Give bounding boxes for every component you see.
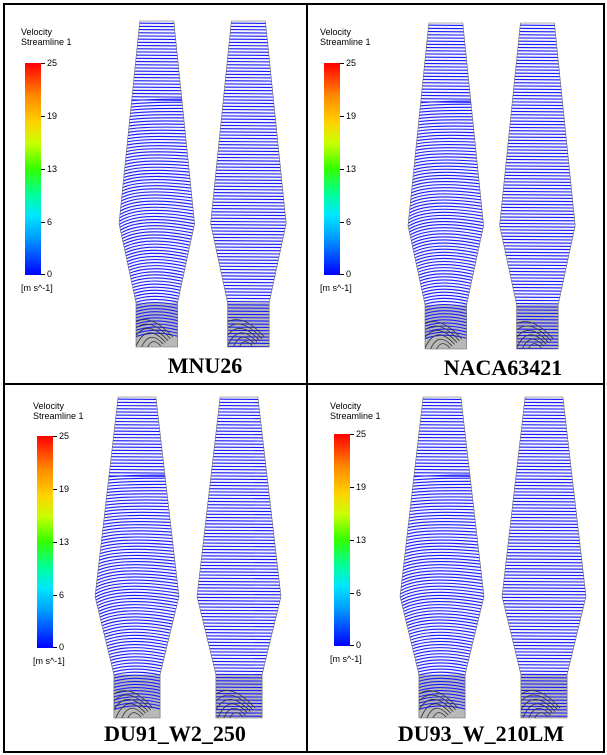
- tick-label-min: 0: [346, 269, 352, 279]
- blade-streamlines: [407, 22, 576, 350]
- velocity-legend: Velocity Streamline 1 25 19 13 6 0 [m s^…: [330, 401, 390, 681]
- tick-label: 13: [47, 164, 58, 174]
- tick-label-min: 0: [47, 269, 53, 279]
- colorbar: [334, 434, 350, 646]
- tick-label-max: 25: [346, 58, 357, 68]
- panel-du93-w-210lm: Velocity Streamline 1 25 19 13 6 0 [m s^…: [306, 383, 605, 753]
- tick-label: 19: [356, 482, 367, 492]
- blade-streamlines: [399, 396, 587, 719]
- velocity-legend: Velocity Streamline 1 25 19 13 6 0 [m s^…: [33, 401, 93, 681]
- colorbar: [25, 63, 41, 275]
- tick-label: 6: [47, 217, 53, 227]
- blade-streamlines: [94, 396, 282, 719]
- colorbar: [37, 436, 53, 648]
- colorbar: [324, 63, 340, 275]
- legend-title: Velocity: [21, 27, 53, 37]
- legend-subtitle: Streamline 1: [330, 411, 381, 421]
- tick-label-min: 0: [356, 640, 362, 650]
- legend-subtitle: Streamline 1: [21, 37, 72, 47]
- velocity-legend: Velocity Streamline 1 25 19 13 6 0 [m s^…: [320, 27, 380, 307]
- airfoil-caption: DU91_W2_250: [104, 721, 246, 746]
- legend-units: [m s^-1]: [21, 283, 53, 293]
- airfoil-caption: MNU26: [167, 353, 243, 378]
- tick-label: 6: [59, 590, 65, 600]
- velocity-legend: Velocity Streamline 1 25 19 13 6 0 [m s^…: [21, 27, 81, 307]
- legend-units: [m s^-1]: [330, 654, 362, 664]
- tick-label: 6: [356, 588, 362, 598]
- tick-label: 6: [346, 217, 352, 227]
- tick-label: 19: [47, 111, 58, 121]
- tick-label: 13: [59, 537, 70, 547]
- legend-subtitle: Streamline 1: [320, 37, 371, 47]
- tick-label: 13: [346, 164, 357, 174]
- tick-label-max: 25: [356, 429, 367, 439]
- legend-title: Velocity: [320, 27, 352, 37]
- airfoil-caption: NACA63421: [443, 355, 563, 380]
- panel-mnu26: Velocity Streamline 1 25 19 13 6 0 [m s^…: [3, 3, 308, 385]
- airfoil-caption: DU93_W_210LM: [397, 721, 565, 746]
- legend-units: [m s^-1]: [33, 656, 65, 666]
- legend-units: [m s^-1]: [320, 283, 352, 293]
- tick-label-min: 0: [59, 642, 65, 652]
- blade-streamlines: [118, 20, 287, 348]
- legend-subtitle: Streamline 1: [33, 411, 84, 421]
- tick-label: 19: [346, 111, 357, 121]
- panel-du91-w2-250: Velocity Streamline 1 25 19 13 6 0 [m s^…: [3, 383, 308, 753]
- legend-title: Velocity: [33, 401, 65, 411]
- panel-naca63421: Velocity Streamline 1 25 19 13 6 0 [m s^…: [306, 3, 605, 385]
- legend-title: Velocity: [330, 401, 362, 411]
- tick-label-max: 25: [59, 431, 70, 441]
- tick-label-max: 25: [47, 58, 58, 68]
- tick-label: 13: [356, 535, 367, 545]
- tick-label: 19: [59, 484, 70, 494]
